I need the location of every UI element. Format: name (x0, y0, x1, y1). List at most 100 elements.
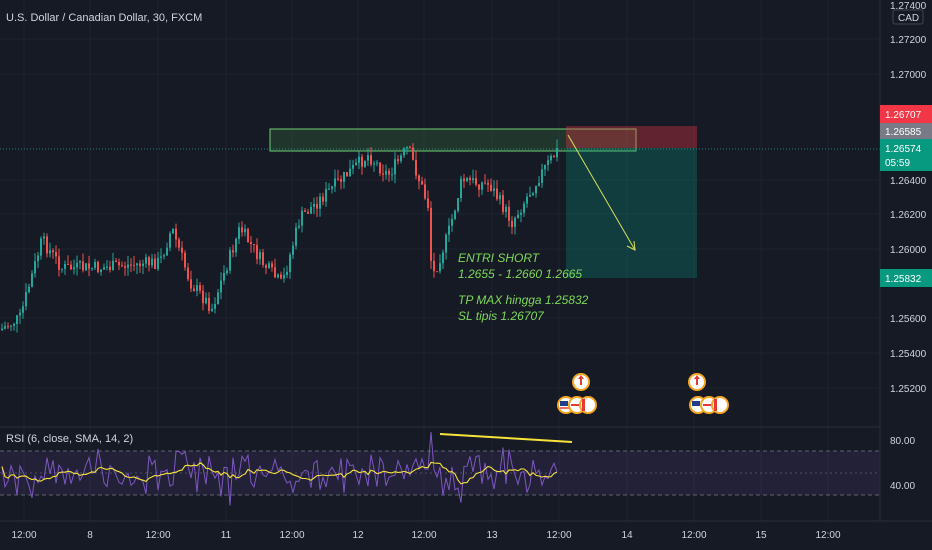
candle-body (448, 225, 450, 235)
tp-price-badge[interactable] (880, 269, 932, 287)
candle-body (433, 260, 435, 272)
candle-body (202, 290, 204, 304)
candle-body (226, 270, 228, 274)
annotation-line-1[interactable]: ENTRI SHORT (458, 251, 541, 265)
projection-arrow[interactable] (567, 134, 636, 251)
candle-body (523, 203, 525, 213)
candle-body (427, 198, 429, 208)
time-tick-label: 12:00 (681, 530, 706, 541)
candle-body (181, 247, 183, 253)
candle-body (373, 163, 375, 165)
price-axis[interactable]: 1.27200 1.27000 1.26400 1.26200 1.26000 1.256… (890, 35, 927, 395)
candle-body (406, 147, 408, 149)
current-price-badge[interactable] (880, 139, 932, 171)
tp-price-label: 1.25832 (885, 274, 922, 285)
candle-body (460, 178, 462, 199)
candle-body (31, 273, 33, 287)
annotation-line-2[interactable]: 1.2655 - 1.2660 1.2665 (458, 267, 582, 281)
candle-body (400, 155, 402, 162)
candle-body (43, 236, 45, 239)
candle-body (550, 156, 552, 161)
candle-body (337, 178, 339, 180)
candle-body (40, 238, 42, 256)
candle-body (127, 264, 129, 268)
price-tick-label: 1.26400 (890, 176, 927, 187)
annotation-line-4[interactable]: SL tipis 1.26707 (458, 309, 545, 323)
candle-body (13, 324, 15, 326)
candle-body (412, 147, 414, 160)
candle-body (496, 188, 498, 200)
candle-body (157, 257, 159, 269)
candle-body (388, 170, 390, 175)
candle-body (526, 196, 528, 204)
projection-arrow-head (626, 240, 636, 251)
candle-body (466, 177, 468, 182)
rsi-label[interactable]: RSI (6, close, SMA, 14, 2) (6, 433, 133, 445)
rsi-ma-line (1, 461, 558, 485)
candle-body (241, 227, 243, 233)
candle-body (172, 228, 174, 234)
candle-body (391, 174, 393, 176)
candle-body (58, 256, 60, 270)
chart-title[interactable]: U.S. Dollar / Canadian Dollar, 30, FXCM (6, 12, 202, 24)
candle-body (217, 292, 219, 304)
candle-body (244, 228, 246, 233)
currency-label: CAD (898, 13, 919, 24)
flag-band (714, 399, 717, 411)
currency-badge[interactable] (892, 9, 924, 25)
annotation-line-3[interactable]: TP MAX hingga 1.25832 (458, 293, 589, 307)
candle-body (292, 245, 294, 255)
candle-body (343, 171, 345, 182)
time-tick-label: 12:00 (411, 530, 436, 541)
candle-body (361, 156, 363, 167)
candle-body (139, 263, 141, 267)
candle-body (541, 169, 543, 183)
candle-body (397, 159, 399, 162)
candle-body (490, 184, 492, 191)
economic-events-group-1[interactable] (557, 373, 597, 414)
candle-body (145, 257, 147, 264)
candle-body (256, 244, 258, 260)
price-tick-label: 1.26000 (890, 245, 927, 256)
candle-body (253, 244, 255, 246)
candle-body (148, 257, 150, 266)
candle-body (295, 227, 297, 246)
candle-body (73, 267, 75, 270)
candle-body (70, 264, 72, 270)
candle-body (346, 171, 348, 177)
economic-events-group-2[interactable] (688, 373, 729, 414)
last-close-badge[interactable] (880, 123, 932, 139)
time-tick-label: 12:00 (279, 530, 304, 541)
candle-body (463, 178, 465, 182)
candle-body (316, 203, 318, 209)
rsi-divergence-line[interactable] (439, 433, 573, 443)
candle-body (136, 263, 138, 266)
sl-price-badge[interactable] (880, 105, 932, 123)
candle-body (250, 242, 252, 245)
candle-body (358, 156, 360, 163)
candle-body (367, 155, 369, 161)
entry-zone-box[interactable] (269, 128, 637, 152)
candle-body (334, 178, 336, 187)
candle-body (37, 255, 39, 262)
time-tick-label: 12:00 (145, 530, 170, 541)
short-position-target-zone[interactable] (566, 148, 697, 278)
time-axis[interactable]: 12:00 8 12:00 11 12:00 12 12:00 13 12:00 14 12:00 1… (11, 530, 840, 541)
short-position-stop-zone[interactable] (566, 126, 697, 148)
candle-body (268, 263, 270, 268)
candle-body (61, 268, 63, 270)
candle-countdown: 05:59 (885, 158, 910, 169)
candle-body (376, 162, 378, 164)
candle-body (55, 252, 57, 257)
candle-body (166, 247, 168, 256)
candle-body (472, 178, 474, 181)
candle-body (442, 252, 444, 264)
candle-body (49, 250, 51, 254)
candle-body (424, 184, 426, 199)
candle-body (130, 264, 132, 266)
candle-body (85, 263, 87, 271)
candle-body (196, 285, 198, 291)
candle-body (265, 264, 267, 268)
